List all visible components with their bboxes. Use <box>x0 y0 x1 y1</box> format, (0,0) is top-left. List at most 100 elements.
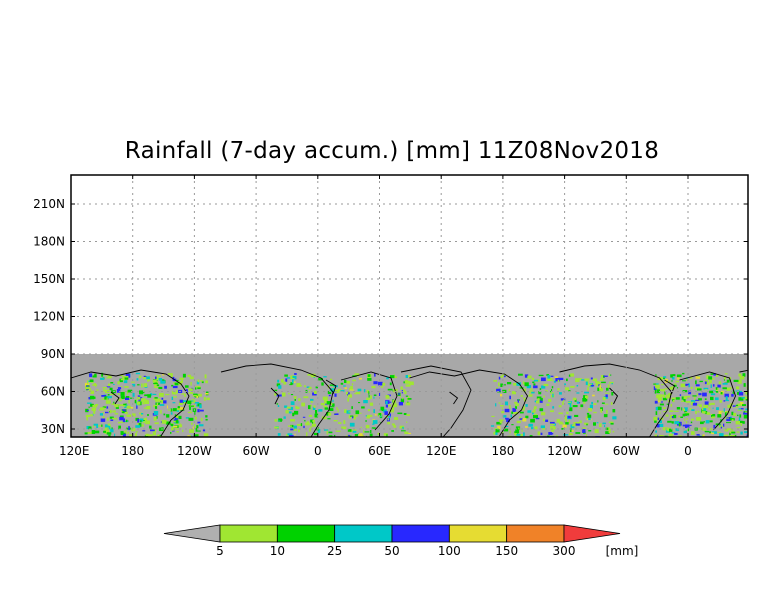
rain-cell <box>500 405 504 407</box>
rain-cell <box>593 422 596 426</box>
rain-cell <box>726 379 730 383</box>
rain-cell <box>355 410 360 415</box>
rain-cell <box>354 373 360 376</box>
rain-cell <box>189 406 191 410</box>
rain-cell <box>292 379 294 384</box>
rain-cell <box>333 420 338 422</box>
rain-cell <box>710 413 713 415</box>
rain-cell <box>143 375 146 377</box>
rain-cell <box>129 414 131 416</box>
rain-cell <box>724 428 729 432</box>
rain-cell <box>129 407 134 409</box>
rain-cell <box>402 397 404 400</box>
rain-cell <box>526 385 531 389</box>
rain-cell <box>531 388 533 391</box>
rain-cell <box>292 375 297 380</box>
rain-cell <box>659 435 664 436</box>
rain-cell <box>534 426 538 430</box>
rain-cell <box>174 382 179 386</box>
rain-cell <box>596 422 599 424</box>
rain-cell <box>89 395 95 400</box>
rain-cell <box>367 409 370 412</box>
rain-cell <box>368 391 370 395</box>
rain-cell <box>126 414 132 417</box>
rain-cell <box>539 399 543 403</box>
coastline-path <box>559 363 672 437</box>
rain-cell <box>141 383 143 388</box>
rain-cell <box>317 409 323 412</box>
rain-cell <box>367 374 371 377</box>
rain-cell <box>117 381 120 385</box>
rain-cell <box>386 404 392 407</box>
rain-cell <box>387 388 393 391</box>
rain-cell <box>84 432 88 435</box>
rain-cell <box>682 424 687 427</box>
rain-cell <box>731 431 736 434</box>
rain-cell <box>736 386 740 390</box>
rain-cell <box>530 387 532 392</box>
rain-cell <box>713 424 716 429</box>
rain-cell <box>101 395 107 397</box>
rain-cell <box>274 393 279 396</box>
rain-cell <box>671 377 675 380</box>
rain-cell <box>165 393 170 396</box>
rain-cell <box>739 402 744 406</box>
rain-cell <box>119 416 124 421</box>
rain-cell <box>533 383 536 386</box>
rain-cell <box>349 389 354 391</box>
rain-cell <box>654 400 658 404</box>
rain-cell <box>172 392 177 395</box>
rain-cell <box>719 433 724 437</box>
rain-cell <box>161 379 165 381</box>
rain-cell <box>135 372 141 375</box>
rain-cell <box>406 398 409 401</box>
rain-cell <box>160 380 166 384</box>
rain-cell <box>689 424 692 426</box>
rain-cell <box>607 427 610 431</box>
rain-cell <box>724 373 728 375</box>
rain-cell <box>324 407 329 410</box>
rain-cell <box>737 380 742 384</box>
rain-cell <box>695 384 700 387</box>
rain-cell <box>313 405 316 408</box>
rain-cell <box>321 416 327 420</box>
rain-cell <box>702 434 704 437</box>
rain-cell <box>290 382 294 385</box>
rain-cell <box>521 408 525 411</box>
rain-cell <box>684 418 686 422</box>
rain-cell <box>737 403 741 407</box>
rain-cell <box>569 430 574 432</box>
rain-cell <box>382 382 386 386</box>
rain-cell <box>531 391 535 394</box>
rain-cell <box>565 387 570 391</box>
rain-cell <box>330 388 335 392</box>
rain-cell <box>137 396 141 400</box>
rain-cell <box>558 377 564 380</box>
rain-cell <box>119 378 123 383</box>
rain-cell <box>334 393 337 397</box>
rain-cell <box>710 393 716 396</box>
rain-cell <box>586 412 590 415</box>
rain-cell <box>347 434 350 437</box>
coastline-path <box>400 365 472 437</box>
rain-cell <box>548 398 552 402</box>
rain-cell <box>286 433 290 437</box>
rain-cell <box>719 400 722 403</box>
rain-cell <box>100 407 105 410</box>
rain-cell <box>171 427 175 431</box>
rain-cell <box>525 426 528 428</box>
rain-cell <box>514 401 518 404</box>
colorbar-level-label: 300 <box>553 544 576 558</box>
rain-cell <box>665 414 669 417</box>
rain-cell <box>557 379 560 383</box>
rain-cell <box>683 398 686 402</box>
rain-cell <box>340 382 344 385</box>
rain-cell <box>709 428 713 430</box>
rain-cell <box>145 376 147 378</box>
rain-cell <box>676 407 681 410</box>
rain-cell <box>365 420 367 422</box>
rain-cell <box>385 415 390 418</box>
rain-cell <box>179 377 184 380</box>
rain-cell <box>590 377 593 380</box>
rain-cell <box>552 380 554 382</box>
